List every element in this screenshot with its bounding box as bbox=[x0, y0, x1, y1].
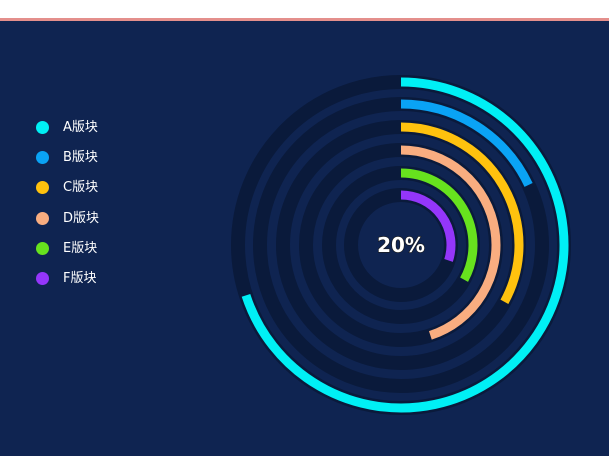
ring-bar[interactable] bbox=[400, 99, 533, 187]
legend-item[interactable]: A版块 bbox=[36, 112, 99, 142]
legend-item[interactable]: B版块 bbox=[36, 142, 99, 172]
ring-bar[interactable] bbox=[400, 145, 501, 340]
ring-bar[interactable] bbox=[400, 122, 524, 305]
legend-item[interactable]: E版块 bbox=[36, 233, 99, 263]
legend-label: C版块 bbox=[63, 180, 99, 196]
ring-bar[interactable] bbox=[241, 77, 569, 413]
legend-label: D版块 bbox=[63, 210, 100, 226]
legend-item[interactable]: D版块 bbox=[36, 203, 99, 233]
legend-swatch-icon bbox=[36, 181, 49, 195]
ring-bar[interactable] bbox=[400, 190, 456, 262]
legend-swatch-icon bbox=[36, 272, 49, 286]
legend-item[interactable]: C版块 bbox=[36, 173, 99, 203]
legend-swatch-icon bbox=[36, 150, 49, 164]
legend-swatch-icon bbox=[36, 241, 49, 255]
ring-bar[interactable] bbox=[400, 168, 478, 282]
legend-swatch-icon bbox=[36, 120, 49, 134]
legend-swatch-icon bbox=[36, 211, 49, 225]
chart-legend: A版块 B版块 C版块 D版块 E版块 F版块 bbox=[36, 112, 99, 294]
legend-label: F版块 bbox=[63, 271, 97, 287]
legend-label: E版块 bbox=[63, 240, 98, 256]
center-value-label: 20% bbox=[377, 233, 425, 257]
bar-group bbox=[241, 77, 569, 413]
legend-item[interactable]: F版块 bbox=[36, 263, 99, 293]
page-top-strip bbox=[0, 0, 609, 18]
legend-label: B版块 bbox=[63, 149, 98, 165]
top-accent-line bbox=[0, 18, 609, 21]
legend-label: A版块 bbox=[63, 119, 98, 135]
